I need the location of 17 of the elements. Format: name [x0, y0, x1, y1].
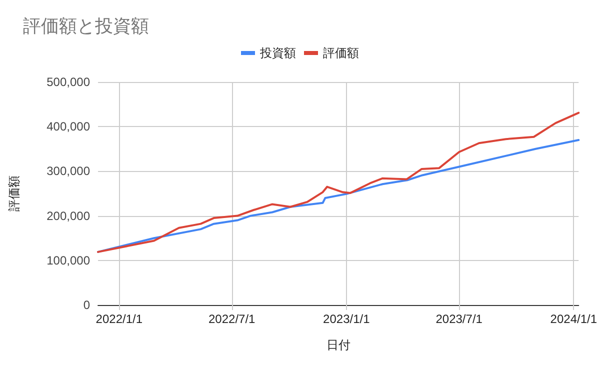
legend-label: 投資額: [259, 46, 296, 60]
y-tick-label: 0: [83, 298, 90, 312]
y-tick-label: 300,000: [46, 164, 90, 178]
x-tick-label: 2023/7/1: [436, 312, 483, 326]
x-tick-label: 2024/1/1: [550, 312, 598, 326]
x-axis-title: 日付: [326, 338, 350, 352]
x-tick-label: 2022/1/1: [96, 312, 143, 326]
legend-label: 評価額: [323, 46, 359, 60]
y-tick-label: 400,000: [46, 120, 90, 134]
y-tick-label: 500,000: [46, 75, 90, 89]
x-tick-label: 2023/1/1: [323, 312, 370, 326]
line-series: [97, 112, 580, 253]
y-tick-label: 200,000: [46, 208, 90, 223]
x-tick-label: 2022/7/1: [208, 312, 256, 326]
y-axis-title: 評価額: [7, 176, 21, 212]
chart-title: 評価額と投資額: [23, 16, 149, 36]
y-tick-label: 100,000: [46, 253, 90, 268]
